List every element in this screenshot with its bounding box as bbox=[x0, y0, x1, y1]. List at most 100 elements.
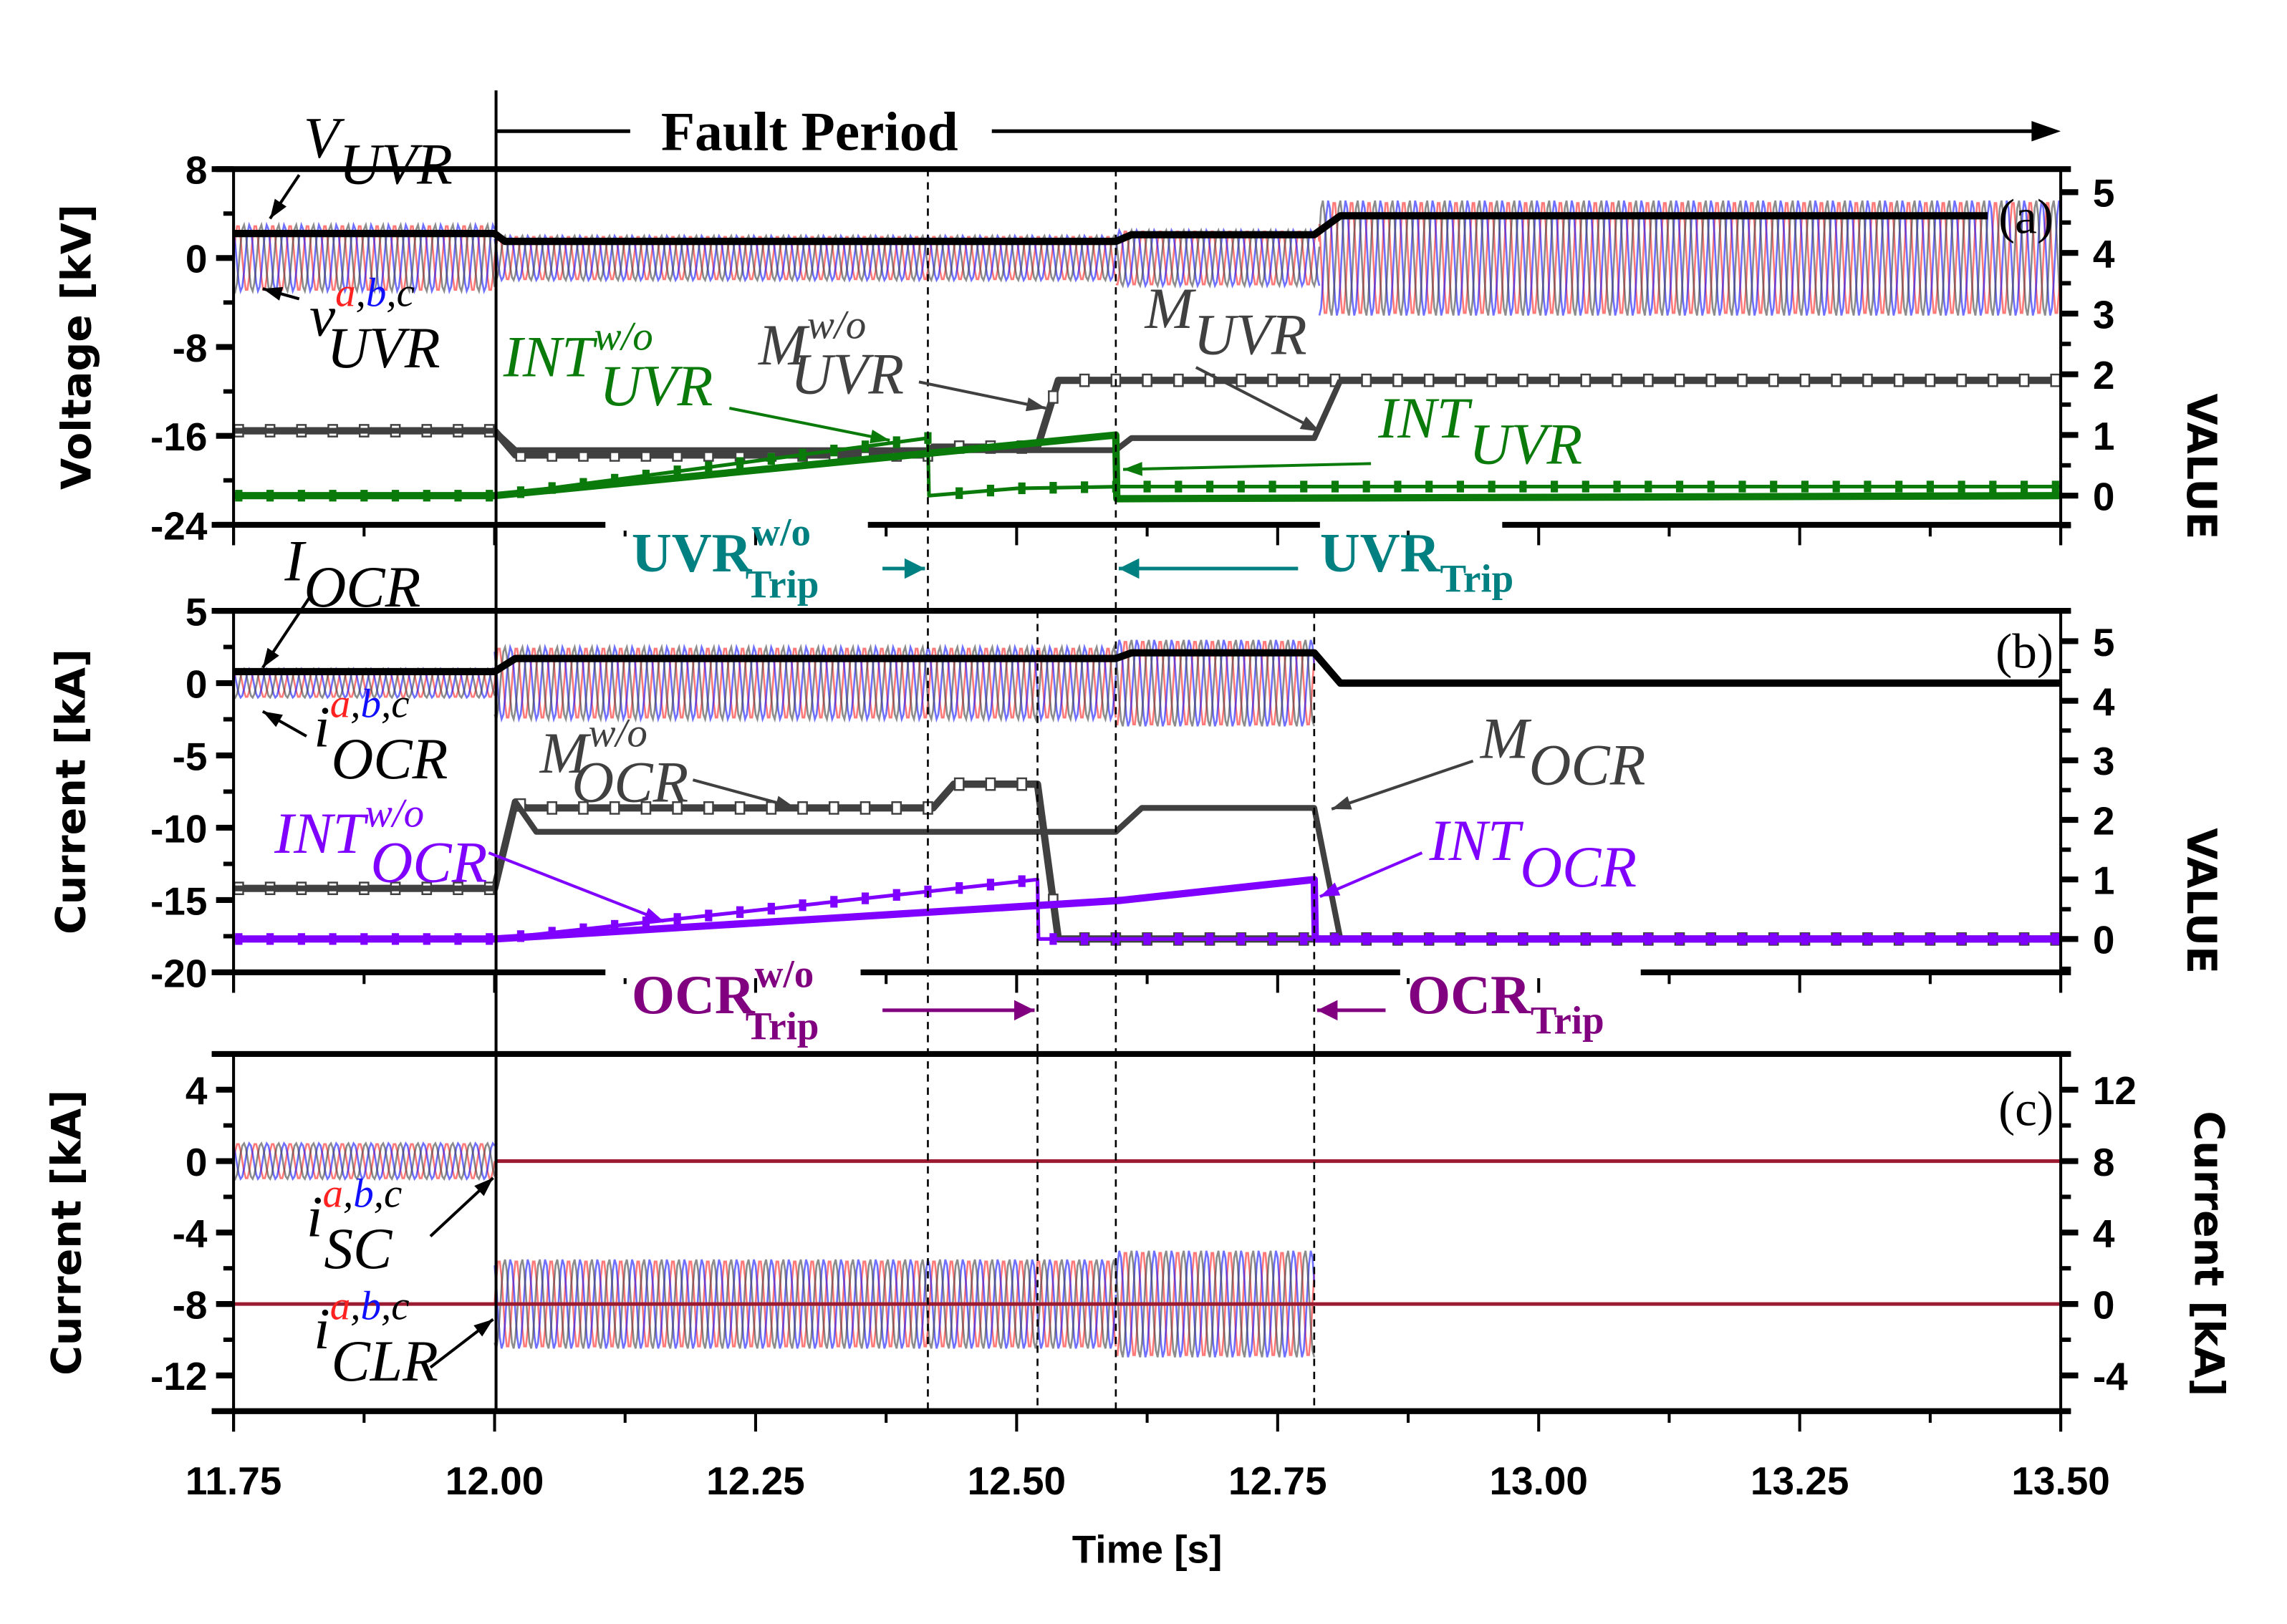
series-marker bbox=[1300, 933, 1308, 945]
trip-label: OCRTrip bbox=[1407, 964, 1604, 1043]
left-y-tick-label: -16 bbox=[150, 415, 207, 459]
right-y-tick-label: 1 bbox=[2093, 414, 2115, 458]
series-marker bbox=[986, 484, 995, 497]
arrowhead-icon bbox=[1122, 462, 1142, 476]
series-marker bbox=[705, 909, 713, 922]
label-main: i bbox=[314, 1296, 330, 1361]
series-marker bbox=[891, 801, 902, 815]
series-marker bbox=[1143, 480, 1151, 493]
x-tick-label: 12.75 bbox=[1228, 1459, 1327, 1503]
right-y-tick-label: 1 bbox=[2093, 859, 2115, 903]
phase-c-waveform bbox=[493, 1250, 1316, 1358]
series-marker bbox=[579, 923, 587, 935]
left-y-tick-label: 5 bbox=[186, 589, 208, 634]
label-subscript: UVR bbox=[340, 132, 453, 197]
label-main: UVR bbox=[632, 522, 753, 584]
series-marker bbox=[1488, 480, 1496, 493]
series-marker bbox=[672, 801, 683, 815]
series-marker bbox=[1989, 480, 1997, 493]
label-gap bbox=[1400, 966, 1641, 979]
series-marker bbox=[1018, 875, 1026, 887]
arrowhead-icon bbox=[904, 558, 925, 579]
series-marker bbox=[1143, 933, 1151, 945]
series-marker bbox=[1768, 373, 1779, 387]
series-marker bbox=[1394, 480, 1402, 493]
annotation-arrow bbox=[728, 407, 890, 442]
series-marker bbox=[892, 889, 900, 901]
series-marker bbox=[1268, 480, 1276, 493]
arrowhead-icon bbox=[262, 286, 284, 301]
series-marker bbox=[1613, 480, 1621, 493]
label-main: UVR bbox=[1320, 522, 1441, 584]
series-marker bbox=[1237, 480, 1245, 493]
label-main: I bbox=[284, 528, 307, 593]
right-y-tick-label: 12 bbox=[2093, 1068, 2137, 1113]
series-marker bbox=[1016, 777, 1027, 791]
axes-layer bbox=[211, 90, 2079, 1432]
series-marker bbox=[1518, 373, 1528, 387]
annotation-label: ia,b,c OCR bbox=[314, 682, 448, 792]
left-y-tick-label: -5 bbox=[173, 734, 208, 778]
series-marker bbox=[1425, 480, 1433, 493]
annotation-arrow bbox=[1331, 759, 1474, 811]
label-main: M bbox=[758, 312, 810, 377]
label-main: OCR bbox=[632, 964, 756, 1025]
series-marker bbox=[703, 801, 714, 815]
series-marker bbox=[1707, 480, 1715, 493]
left-y-tick-label: 0 bbox=[186, 662, 208, 706]
series-marker bbox=[1237, 933, 1245, 945]
right-y-tick-label: 3 bbox=[2093, 292, 2115, 337]
label-subscript: UVR bbox=[600, 353, 713, 418]
series-marker bbox=[1205, 480, 1214, 493]
series-marker bbox=[1455, 373, 1466, 387]
label-main: v bbox=[309, 283, 336, 348]
series-marker bbox=[797, 801, 808, 815]
series-marker bbox=[1173, 373, 1184, 387]
series-marker bbox=[1519, 480, 1527, 493]
label-subscript: Trip bbox=[746, 1005, 819, 1048]
series-marker bbox=[1081, 933, 1089, 945]
label-superscript: w/o bbox=[755, 952, 814, 995]
arrowhead-icon bbox=[474, 1178, 493, 1197]
series-marker bbox=[1486, 373, 1497, 387]
series-marker bbox=[860, 801, 871, 815]
series-marker bbox=[1642, 373, 1654, 387]
right-y-tick-label: -4 bbox=[2093, 1354, 2128, 1398]
series-marker bbox=[1705, 373, 1717, 387]
right-y-tick-label: 2 bbox=[2093, 798, 2115, 843]
label-main: INT bbox=[274, 801, 369, 866]
label-subscript: OCR bbox=[572, 750, 688, 815]
left-y-tick-label: -8 bbox=[173, 326, 208, 370]
annotation-label: va,b,c UVR bbox=[309, 271, 440, 381]
series-marker bbox=[1581, 480, 1589, 493]
left-y-tick-label: -8 bbox=[173, 1282, 208, 1327]
label-subscript: OCR bbox=[332, 726, 448, 791]
annotation-label: Mw/o OCR bbox=[539, 710, 689, 814]
series-marker bbox=[1799, 373, 1811, 387]
label-subscript: UVR bbox=[1469, 411, 1582, 476]
series-marker bbox=[767, 453, 775, 465]
series-marker bbox=[1267, 373, 1278, 387]
series-line bbox=[233, 876, 2061, 943]
phase-a-waveform bbox=[232, 202, 2062, 314]
series-line bbox=[233, 649, 2061, 687]
arrowhead-icon bbox=[1013, 1000, 1035, 1021]
arrowhead-icon bbox=[870, 430, 890, 444]
label-superscript: w/o bbox=[588, 710, 647, 755]
series-marker bbox=[1205, 933, 1214, 945]
series-marker bbox=[1018, 482, 1026, 495]
series-marker bbox=[1925, 373, 1936, 387]
label-gap bbox=[1319, 518, 1503, 531]
label-layer: 8 0 -8 -16 -24 5 4 3 2 1 0 Voltage [kV] VALUE (a) 5 0 -5… bbox=[43, 101, 2232, 1572]
series-marker bbox=[673, 913, 681, 925]
series-marker bbox=[955, 882, 963, 894]
trip-label: UVRTrip bbox=[1320, 522, 1513, 601]
series-marker bbox=[985, 777, 996, 791]
arrowhead-icon bbox=[643, 907, 664, 922]
label-subscript: UVR bbox=[327, 315, 440, 380]
x-tick-label: 12.00 bbox=[446, 1459, 544, 1503]
x-tick-label: 13.50 bbox=[2011, 1459, 2110, 1503]
series-marker bbox=[611, 919, 619, 932]
right-y-tick-label: 4 bbox=[2093, 232, 2115, 276]
